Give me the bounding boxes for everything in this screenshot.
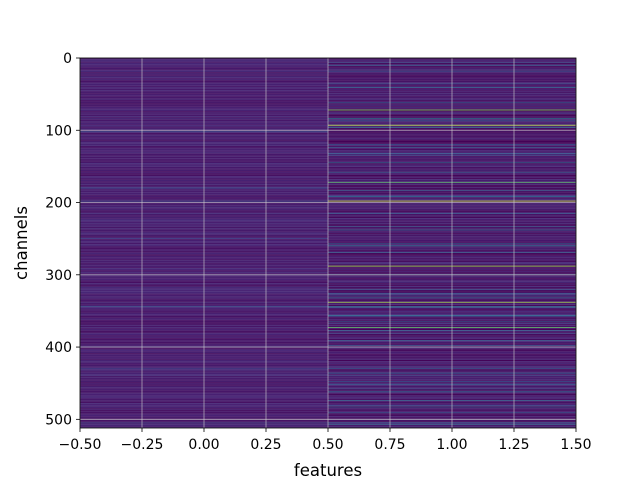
x-tick-label: −0.25 bbox=[121, 437, 164, 453]
y-tick-label: 300 bbox=[45, 268, 72, 284]
x-tick-label: 1.50 bbox=[560, 437, 591, 453]
y-axis-label: channels bbox=[12, 206, 31, 280]
x-tick-label: 0.00 bbox=[188, 437, 219, 453]
y-tick-label: 0 bbox=[63, 51, 72, 67]
y-tick-label: 500 bbox=[45, 412, 72, 428]
x-tick-label: 0.25 bbox=[250, 437, 281, 453]
x-tick-label: 0.50 bbox=[312, 437, 343, 453]
y-tick-label: 100 bbox=[45, 123, 72, 139]
x-tick-label: 1.00 bbox=[436, 437, 467, 453]
x-tick-label: 0.75 bbox=[374, 437, 405, 453]
x-axis-ticks: −0.50 −0.25 0.00 0.25 0.50 0.75 1.00 1.25 1.50 bbox=[59, 428, 592, 453]
x-tick-label: 1.25 bbox=[498, 437, 529, 453]
x-tick-label: −0.50 bbox=[59, 437, 102, 453]
y-axis-ticks: 0 100 200 300 400 500 bbox=[45, 51, 80, 428]
y-tick-label: 400 bbox=[45, 340, 72, 356]
x-axis-label: features bbox=[294, 461, 362, 480]
y-tick-label: 200 bbox=[45, 196, 72, 212]
